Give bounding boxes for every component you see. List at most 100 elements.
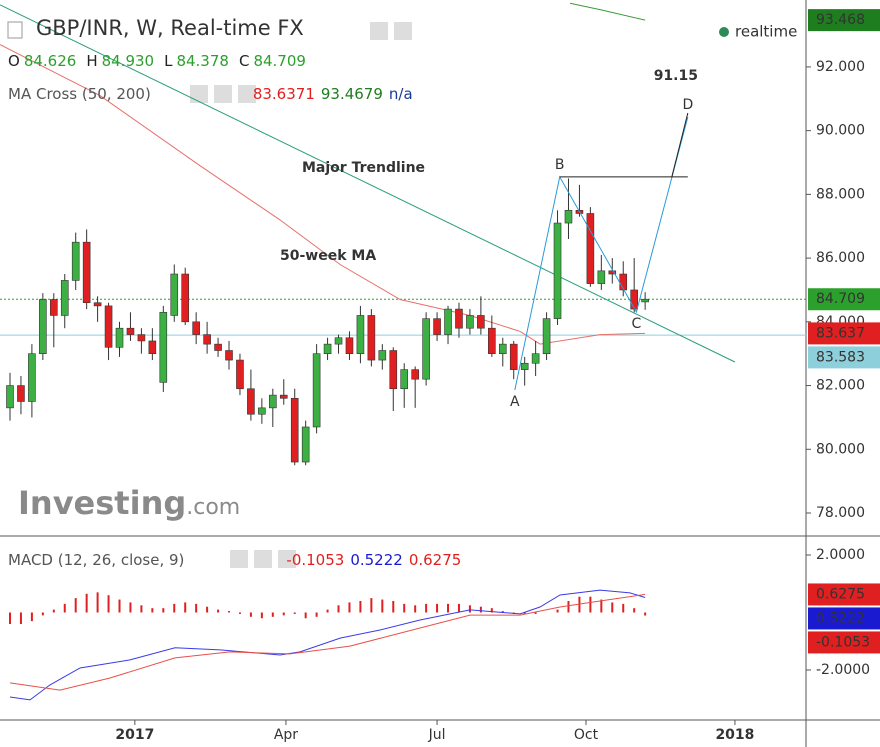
candle-body bbox=[389, 350, 398, 390]
eye-icon[interactable] bbox=[370, 22, 388, 40]
histogram-bar bbox=[611, 602, 614, 613]
target-pointer bbox=[671, 112, 689, 177]
histogram-bar bbox=[501, 611, 504, 613]
chart-title: GBP/INR, W, Real-time FX bbox=[36, 16, 304, 40]
candle-body bbox=[225, 350, 233, 361]
candle-body bbox=[247, 388, 255, 415]
macd-box-label: 0.6275 bbox=[816, 586, 865, 602]
ma-line bbox=[0, 44, 646, 345]
eye-icon[interactable] bbox=[230, 550, 248, 568]
histogram-bar bbox=[622, 603, 625, 613]
pattern-label: D bbox=[682, 97, 693, 113]
macd-value: 0.6275 bbox=[408, 551, 462, 569]
candle-body bbox=[312, 353, 321, 428]
candle-body bbox=[531, 353, 540, 364]
y-tick-label: 92.000 bbox=[816, 59, 865, 75]
ohlc-label: O bbox=[8, 52, 20, 70]
histogram-bar bbox=[228, 611, 231, 613]
ohlc-value: 84.930 bbox=[101, 52, 155, 70]
candle-body bbox=[181, 273, 190, 323]
histogram-bar bbox=[337, 605, 340, 613]
pattern-label: B bbox=[555, 157, 565, 173]
candle-body bbox=[269, 394, 277, 409]
histogram-bar bbox=[118, 599, 121, 613]
candle-body bbox=[466, 315, 474, 329]
x-tick-label: Oct bbox=[574, 727, 599, 743]
macd-box-label: 0.5222 bbox=[816, 610, 865, 626]
candle-body bbox=[301, 426, 310, 463]
candle-body bbox=[367, 315, 376, 361]
price-level-label: 83.637 bbox=[816, 325, 865, 341]
candle-body bbox=[608, 270, 617, 275]
candle-body bbox=[520, 362, 529, 370]
indicator-row: MA Cross (50, 200) 83.6371 93.4679 n/a bbox=[8, 85, 419, 103]
histogram-bar bbox=[479, 606, 482, 613]
histogram-bar bbox=[85, 593, 88, 613]
candle-body bbox=[597, 270, 606, 284]
histogram-bar bbox=[129, 602, 132, 613]
ma-line bbox=[569, 2, 646, 21]
candle-body bbox=[159, 311, 168, 383]
histogram-bar bbox=[151, 608, 154, 613]
status-dot bbox=[719, 27, 729, 37]
price-level-tag: 83.583 bbox=[808, 346, 880, 369]
ohlc-value: 84.626 bbox=[23, 52, 77, 70]
ohlc-label: L bbox=[164, 52, 173, 70]
histogram-bar bbox=[425, 603, 428, 613]
symbol-icon[interactable] bbox=[7, 21, 23, 39]
pattern-label: A bbox=[510, 394, 520, 410]
y-tick-label: 90.000 bbox=[816, 123, 865, 139]
close-icon[interactable] bbox=[278, 550, 296, 568]
y-tick-label: 88.000 bbox=[816, 186, 865, 202]
status-text: realtime bbox=[735, 23, 797, 41]
candle-body bbox=[334, 337, 343, 345]
histogram-bar bbox=[173, 603, 176, 613]
histogram-bar bbox=[315, 612, 318, 617]
candle-body bbox=[71, 241, 80, 281]
indicator-value: n/a bbox=[388, 85, 413, 103]
ohlc-value: 84.709 bbox=[253, 52, 306, 70]
candle-body bbox=[564, 210, 573, 224]
candle-body bbox=[422, 318, 430, 380]
histogram-bar bbox=[644, 612, 647, 616]
histogram-bar bbox=[293, 612, 296, 614]
histogram-bar bbox=[195, 603, 198, 613]
candle-body bbox=[356, 315, 365, 354]
price-level-box bbox=[808, 346, 880, 369]
target-label: 91.15 bbox=[654, 68, 698, 84]
candle-body bbox=[28, 353, 36, 402]
histogram-bar bbox=[184, 602, 187, 613]
candle-body bbox=[148, 340, 157, 354]
price-level-tag: 84.709 bbox=[808, 288, 880, 311]
logo-suffix: .com bbox=[186, 495, 241, 520]
x-tick-label: 2017 bbox=[115, 727, 154, 743]
histogram-bar bbox=[436, 603, 439, 613]
chart-header: GBP/INR, W, Real-time FX bbox=[36, 16, 310, 40]
eye-icon[interactable] bbox=[190, 85, 208, 103]
logo-main: Investing bbox=[18, 484, 187, 522]
candle-body bbox=[444, 308, 452, 335]
histogram-bar bbox=[63, 603, 66, 613]
price-level-label: 93.468 bbox=[816, 12, 865, 28]
histogram-bar bbox=[249, 612, 252, 617]
histogram-bar bbox=[19, 612, 22, 624]
price-level-box bbox=[808, 288, 880, 311]
candle-body bbox=[50, 299, 58, 316]
candle-body bbox=[126, 327, 135, 335]
histogram-bar bbox=[30, 612, 33, 622]
candle-body bbox=[630, 289, 638, 310]
histogram-bar bbox=[392, 600, 395, 613]
x-tick-label: Apr bbox=[274, 727, 298, 743]
settings-icon[interactable] bbox=[254, 550, 272, 568]
settings-icon[interactable] bbox=[214, 85, 232, 103]
candle-body bbox=[488, 327, 496, 354]
macd-title: MACD (12, 26, close, 9) bbox=[8, 551, 185, 569]
histogram-bar bbox=[348, 602, 351, 613]
settings-icon[interactable] bbox=[394, 22, 412, 40]
ohlc-label: C bbox=[238, 52, 250, 70]
macd-line bbox=[9, 593, 646, 691]
macd-line bbox=[9, 589, 646, 701]
histogram-bar bbox=[414, 605, 417, 613]
close-icon[interactable] bbox=[238, 85, 256, 103]
candle-body bbox=[137, 334, 146, 342]
